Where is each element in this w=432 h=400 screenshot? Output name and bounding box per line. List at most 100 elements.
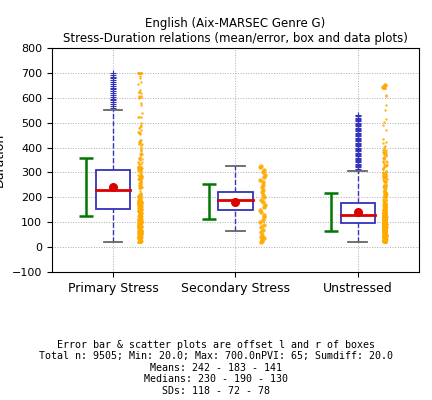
Point xyxy=(382,177,389,184)
Point xyxy=(137,208,143,214)
Point xyxy=(383,226,390,232)
Point xyxy=(381,231,388,238)
Point xyxy=(137,101,144,108)
Point xyxy=(138,213,145,219)
Point xyxy=(383,238,390,244)
Point xyxy=(137,122,144,128)
Point xyxy=(137,202,143,208)
Point xyxy=(381,233,388,239)
Point xyxy=(382,220,389,226)
Point xyxy=(383,211,390,217)
Point xyxy=(382,207,389,214)
Point xyxy=(138,231,145,238)
Point xyxy=(381,178,388,185)
Point xyxy=(380,223,387,230)
Point xyxy=(381,187,388,194)
Point xyxy=(137,213,143,220)
Point xyxy=(383,230,390,237)
Point xyxy=(383,230,390,236)
Point xyxy=(260,187,267,193)
Point xyxy=(135,232,142,239)
Point xyxy=(383,212,390,218)
Point xyxy=(135,224,142,231)
Point xyxy=(137,222,144,228)
Point xyxy=(136,239,143,245)
Point xyxy=(137,232,143,239)
Point xyxy=(137,215,144,222)
Point xyxy=(381,194,388,200)
Point xyxy=(381,228,388,235)
Point xyxy=(383,212,390,219)
Point xyxy=(137,206,144,213)
Point xyxy=(136,226,143,232)
Point xyxy=(138,198,145,205)
Point xyxy=(381,208,388,214)
Point xyxy=(137,215,144,222)
Point xyxy=(381,230,388,237)
Point xyxy=(137,124,144,131)
Point xyxy=(138,225,145,232)
Point xyxy=(137,212,144,218)
Point xyxy=(135,234,142,241)
Point xyxy=(381,234,388,240)
Point xyxy=(380,228,387,234)
Point xyxy=(136,238,143,244)
Point xyxy=(135,210,142,216)
Point xyxy=(381,220,388,226)
Point xyxy=(135,214,142,220)
Point xyxy=(381,227,388,233)
Point xyxy=(138,228,145,234)
Point xyxy=(381,226,388,232)
Point xyxy=(382,226,389,232)
Point xyxy=(383,223,390,230)
Point xyxy=(381,201,388,207)
Point xyxy=(380,227,387,234)
Title: English (Aix-MARSEC Genre G)
Stress-Duration relations (mean/error, box and data: English (Aix-MARSEC Genre G) Stress-Dura… xyxy=(63,18,408,46)
Point xyxy=(382,217,389,223)
Point xyxy=(382,201,389,207)
Point xyxy=(382,238,389,245)
Point xyxy=(260,214,267,220)
Point xyxy=(137,228,144,234)
Point xyxy=(381,215,388,222)
Point xyxy=(380,222,387,229)
Point xyxy=(383,213,390,219)
Point xyxy=(136,73,143,79)
Point xyxy=(137,230,144,236)
Point xyxy=(135,93,142,100)
Point xyxy=(382,220,389,226)
Point xyxy=(381,217,388,224)
Point xyxy=(135,226,142,232)
Point xyxy=(381,174,388,180)
Point xyxy=(381,229,388,236)
Point xyxy=(380,222,387,228)
Point xyxy=(381,202,388,209)
Point xyxy=(137,228,143,234)
Point xyxy=(135,199,142,205)
Point xyxy=(136,221,143,227)
Point xyxy=(381,228,388,234)
Point xyxy=(136,165,143,172)
Point xyxy=(382,232,389,239)
Point xyxy=(380,232,387,239)
Point xyxy=(382,210,389,216)
Point xyxy=(381,187,388,193)
Point xyxy=(137,223,144,230)
Point xyxy=(380,228,387,234)
Point xyxy=(383,224,390,230)
Point xyxy=(380,218,387,225)
Point xyxy=(383,230,390,237)
Point xyxy=(382,237,389,243)
Point xyxy=(135,220,142,227)
Point xyxy=(136,194,143,201)
Point xyxy=(382,227,389,234)
Point xyxy=(257,234,264,240)
Point xyxy=(136,204,143,210)
Point xyxy=(138,228,145,234)
Point xyxy=(382,215,389,222)
Point xyxy=(381,201,388,208)
Point xyxy=(381,189,388,195)
Point xyxy=(138,238,145,244)
Point xyxy=(382,169,389,175)
Point xyxy=(135,176,142,182)
